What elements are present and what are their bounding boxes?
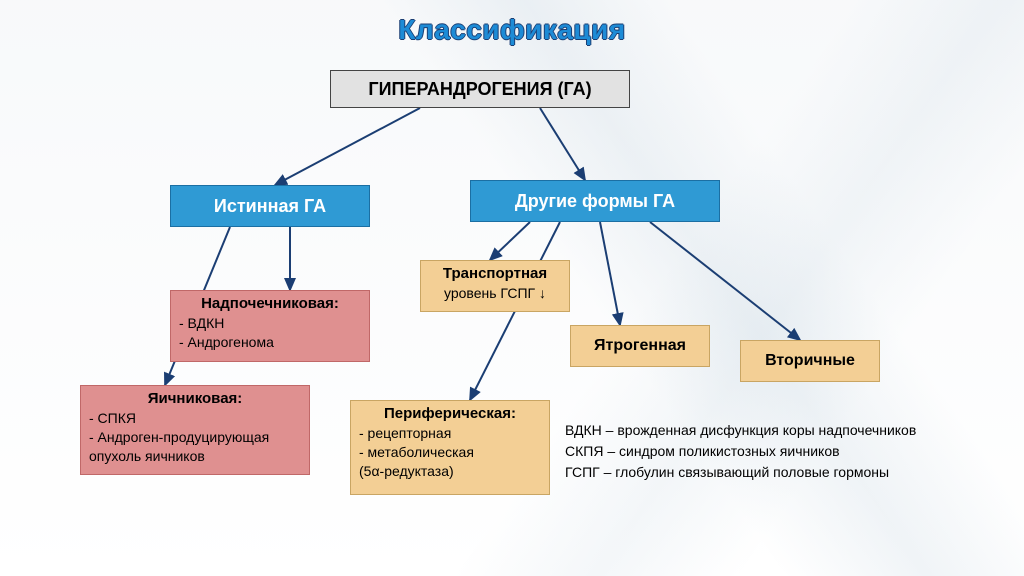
node-ovarian-body: - СПКЯ- Андроген-продуцирующая опухоль я… <box>81 409 309 472</box>
node-adrenal: Надпочечниковая:- ВДКН- Андрогенома <box>170 290 370 362</box>
legend-line: ВДКН – врожденная дисфункция коры надпоч… <box>565 420 916 441</box>
edge <box>600 222 620 325</box>
node-ovarian-line: - Андроген-продуцирующая опухоль яичнико… <box>89 428 301 466</box>
edge <box>275 108 420 185</box>
node-adrenal-line: - Андрогенома <box>179 333 361 352</box>
node-adrenal-header: Надпочечниковая: <box>171 291 369 314</box>
node-root-label: ГИПЕРАНДРОГЕНИЯ (ГА) <box>368 79 591 100</box>
node-peripheral-header: Периферическая: <box>351 401 549 424</box>
node-transport-line: уровень ГСПГ ↓ <box>429 284 561 303</box>
node-secondary-label: Вторичные <box>765 352 855 370</box>
node-true_ha-label: Истинная ГА <box>214 196 326 217</box>
node-transport-header: Транспортная <box>421 261 569 284</box>
node-iatrogenic: Ятрогенная <box>570 325 710 367</box>
node-peripheral-line: - рецепторная <box>359 424 541 443</box>
node-ovarian-line: - СПКЯ <box>89 409 301 428</box>
node-adrenal-body: - ВДКН- Андрогенома <box>171 314 369 358</box>
node-other_ha-label: Другие формы ГА <box>515 191 675 212</box>
edge <box>490 222 530 260</box>
node-ovarian: Яичниковая:- СПКЯ- Андроген-продуцирующа… <box>80 385 310 475</box>
legend-line: ГСПГ – глобулин связывающий половые горм… <box>565 462 916 483</box>
node-true_ha: Истинная ГА <box>170 185 370 227</box>
node-peripheral-line: - метаболическая <box>359 443 541 462</box>
page-title: Классификация <box>0 14 1024 46</box>
node-secondary: Вторичные <box>740 340 880 382</box>
node-adrenal-line: - ВДКН <box>179 314 361 333</box>
node-peripheral-body: - рецепторная- метаболическая(5α-редукта… <box>351 424 549 487</box>
node-peripheral-line: (5α-редуктаза) <box>359 462 541 481</box>
node-transport-body: уровень ГСПГ ↓ <box>421 284 569 309</box>
node-iatrogenic-label: Ятрогенная <box>594 337 686 355</box>
node-root: ГИПЕРАНДРОГЕНИЯ (ГА) <box>330 70 630 108</box>
legend: ВДКН – врожденная дисфункция коры надпоч… <box>565 420 916 483</box>
node-peripheral: Периферическая:- рецепторная- метаболиче… <box>350 400 550 495</box>
node-ovarian-header: Яичниковая: <box>81 386 309 409</box>
node-other_ha: Другие формы ГА <box>470 180 720 222</box>
legend-line: СКПЯ – синдром поликистозных яичников <box>565 441 916 462</box>
node-transport: Транспортнаяуровень ГСПГ ↓ <box>420 260 570 312</box>
edge <box>540 108 585 180</box>
edge <box>650 222 800 340</box>
